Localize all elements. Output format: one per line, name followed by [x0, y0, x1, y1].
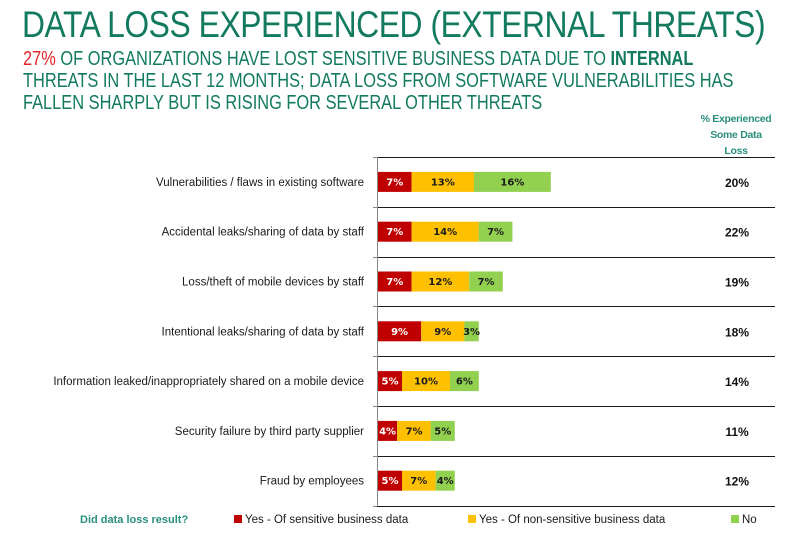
- category-label: Loss/theft of mobile devices by staff: [182, 277, 365, 289]
- bar-value-label: 12%: [428, 277, 452, 288]
- bar-value-label: 3%: [463, 327, 480, 338]
- bar-value-label: 5%: [434, 426, 451, 437]
- bar-value-label: 7%: [386, 277, 403, 288]
- bar-segment: [397, 420, 431, 441]
- legend-item-sensitive: Yes - Of sensitive business data: [234, 514, 408, 526]
- subtitle-line-3: FALLEN SHARPLY BUT IS RISING FOR SEVERAL…: [23, 92, 543, 114]
- bar-value-label: 7%: [406, 426, 423, 437]
- bar-value-label: 4%: [379, 426, 396, 437]
- bar-segment: [378, 221, 412, 242]
- bar-segment: [378, 470, 402, 491]
- legend-item-non-sensitive: Yes - Of non-sensitive business data: [468, 514, 665, 526]
- bar-value-label: 4%: [437, 476, 454, 487]
- experienced-loss-value: 22%: [725, 226, 749, 240]
- subtitle-line-2: THREATS IN THE LAST 12 MONTHS; DATA LOSS…: [23, 70, 734, 92]
- legend-title: Did data loss result?: [80, 514, 189, 526]
- category-label: Accidental leaks/sharing of data by staf…: [162, 227, 365, 239]
- legend-item-no: No: [731, 514, 757, 526]
- bar-segment: [430, 420, 455, 441]
- bar-segment: [421, 321, 465, 342]
- subtitle-bold: INTERNAL: [610, 48, 694, 70]
- bar-segment: [478, 221, 513, 242]
- experienced-loss-value: 18%: [725, 325, 749, 339]
- bar-segment: [474, 171, 551, 192]
- bar-segment: [378, 371, 402, 392]
- category-label: Security failure by third party supplier: [175, 426, 364, 438]
- legend-swatch-no: [731, 515, 739, 523]
- bar-segment: [378, 420, 398, 441]
- side-column-header-line-1: % Experienced: [700, 113, 772, 125]
- bar-value-label: 7%: [478, 277, 495, 288]
- bar-value-label: 16%: [500, 177, 524, 188]
- bar-segment: [450, 371, 479, 392]
- bar-value-label: 7%: [386, 177, 403, 188]
- bar-value-label: 7%: [410, 476, 427, 487]
- experienced-loss-value: 20%: [725, 176, 749, 190]
- legend-label-sensitive: Yes - Of sensitive business data: [245, 514, 409, 526]
- category-label: Vulnerabilities / flaws in existing soft…: [156, 177, 364, 189]
- bar-value-label: 6%: [456, 377, 473, 388]
- bar-segment: [402, 371, 450, 392]
- subtitle-line-1: 27% OF ORGANIZATIONS HAVE LOST SENSITIVE…: [23, 48, 728, 70]
- category-label: Intentional leaks/sharing of data by sta…: [162, 326, 365, 338]
- category-label: Information leaked/inappropriately share…: [53, 376, 364, 388]
- experienced-loss-value: 12%: [725, 475, 749, 489]
- category-label: Fraud by employees: [260, 476, 364, 488]
- bar-value-label: 13%: [431, 177, 455, 188]
- bar-segment: [378, 321, 422, 342]
- side-column-header-line-3: Loss: [724, 145, 748, 157]
- bar-segment: [411, 221, 479, 242]
- subtitle-highlight: 27%: [23, 48, 56, 70]
- side-column-header: % Experienced Some Data Loss: [688, 111, 784, 159]
- experienced-loss-value: 14%: [725, 375, 749, 389]
- legend-swatch-sensitive: [234, 515, 242, 523]
- bar-segment: [469, 271, 503, 292]
- legend-swatch-non-sensitive: [468, 515, 476, 523]
- legend-label-non-sensitive: Yes - Of non-sensitive business data: [479, 514, 666, 526]
- bar-segment: [411, 171, 474, 192]
- bar-segment: [464, 321, 479, 342]
- bar-segment: [378, 171, 412, 192]
- experienced-loss-value: 11%: [725, 425, 749, 439]
- bar-value-label: 5%: [382, 476, 399, 487]
- bar-segment: [378, 271, 412, 292]
- bar-value-label: 5%: [382, 377, 399, 388]
- side-column-header-line-2: Some Data: [710, 129, 762, 141]
- bar-segment: [435, 470, 455, 491]
- bar-value-label: 7%: [487, 227, 504, 238]
- bar-value-label: 7%: [386, 227, 403, 238]
- bar-segment: [402, 470, 436, 491]
- bar-value-label: 9%: [391, 327, 408, 338]
- legend-label-no: No: [742, 514, 757, 526]
- bar-value-label: 9%: [434, 327, 451, 338]
- experienced-loss-value: 19%: [725, 276, 749, 290]
- page-title: DATA LOSS EXPERIENCED (EXTERNAL THREATS): [22, 4, 766, 45]
- subtitle: 27% OF ORGANIZATIONS HAVE LOST SENSITIVE…: [23, 48, 734, 114]
- subtitle-text-1: OF ORGANIZATIONS HAVE LOST SENSITIVE BUS…: [55, 48, 611, 70]
- bar-value-label: 14%: [433, 227, 457, 238]
- bar-value-label: 10%: [414, 377, 438, 388]
- bar-segment: [411, 271, 470, 292]
- legend: Did data loss result? Yes - Of sensitive…: [0, 514, 805, 534]
